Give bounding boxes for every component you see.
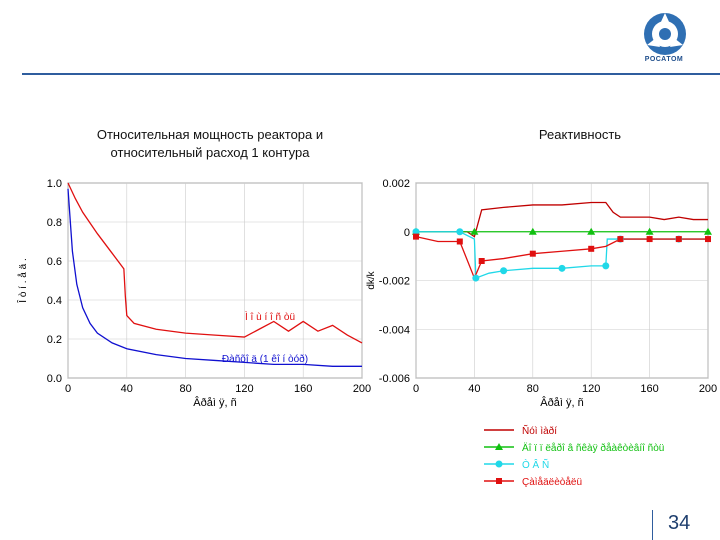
- x-tick-label: 120: [582, 383, 600, 395]
- plot-frame-0: [67, 182, 363, 379]
- x-tick-label: 160: [640, 383, 658, 395]
- series-marker: [645, 227, 654, 235]
- y-tick-label: 0.6: [47, 256, 62, 268]
- y-tick-label: 0.8: [47, 217, 62, 229]
- legend-marker: [495, 443, 503, 450]
- x-tick-label: 200: [353, 383, 371, 395]
- series-marker: [646, 236, 653, 243]
- series-marker: [675, 236, 682, 243]
- legend-label: Ò Â Ñ: [522, 458, 549, 471]
- legend-label: Äî ï ï ëåðî â ñêàÿ ðåàêòèâíî ñòü: [522, 442, 664, 454]
- series-marker: [529, 250, 536, 257]
- x-tick-label: 40: [468, 383, 480, 395]
- y-tick-label: 0.4: [47, 295, 62, 307]
- legend-marker: [496, 478, 502, 484]
- x-axis-label: Âðåì ÿ, ñ: [540, 396, 583, 409]
- x-axis-label: Âðåì ÿ, ñ: [193, 396, 236, 409]
- series-marker: [456, 228, 464, 236]
- annotation-power: Ì î ù í î ñ òü: [245, 310, 295, 323]
- series-marker: [588, 245, 595, 252]
- y-tick-label: -0.002: [379, 276, 410, 288]
- x-tick-label: 80: [179, 383, 191, 395]
- x-tick-label: 200: [699, 383, 717, 395]
- series-marker: [705, 236, 711, 243]
- x-tick-label: 160: [294, 383, 312, 395]
- right-chart-title: Реактивность: [538, 127, 622, 142]
- y-tick-label: -0.006: [379, 373, 410, 385]
- rosatom-logo: [644, 13, 686, 55]
- x-tick-label: 0: [413, 383, 419, 395]
- series-marker: [602, 262, 610, 270]
- series-marker: [470, 227, 479, 235]
- y-tick-label: 0.2: [47, 334, 62, 346]
- left-title-line2: относительный расход 1 контура: [110, 145, 310, 160]
- x-tick-label: 80: [527, 383, 539, 395]
- page-number-divider: [652, 510, 653, 540]
- legend-marker: [495, 460, 503, 468]
- y-tick-label: 0.002: [382, 178, 410, 190]
- y-tick-label: 0.0: [47, 373, 62, 385]
- legend-label: Çàìåäëèòåëü: [522, 476, 582, 488]
- x-tick-label: 120: [235, 383, 253, 395]
- y-tick-label: 0: [404, 227, 410, 239]
- page-number: 34: [668, 512, 691, 534]
- series-marker: [413, 233, 419, 240]
- left-chart-title: Относительная мощность реактора и относи…: [40, 126, 380, 162]
- logo-text: РОСАТОМ: [644, 56, 684, 63]
- y-axis-label: Î ò í . å ä .: [16, 258, 29, 303]
- legend-label: Ñóì ìàðí: [522, 424, 557, 437]
- x-tick-label: 0: [65, 383, 71, 395]
- series-marker: [587, 227, 596, 235]
- series-marker: [412, 228, 420, 236]
- series-marker: [617, 236, 624, 243]
- x-tick-label: 40: [121, 383, 133, 395]
- series-marker: [472, 274, 480, 282]
- left-title-line1: Относительная мощность реактора и: [96, 127, 324, 142]
- series-marker: [478, 258, 485, 264]
- series-marker: [558, 264, 566, 272]
- series-marker: [456, 238, 463, 245]
- series-line-red: [67, 182, 363, 344]
- y-axis-label: dk/k: [366, 270, 377, 289]
- annotation-flow: Ðàñõî ä (1 êî í òóð): [222, 353, 308, 365]
- y-tick-label: 1.0: [47, 178, 62, 190]
- y-tick-label: -0.004: [379, 324, 410, 336]
- series-marker: [528, 227, 537, 235]
- series-marker: [704, 227, 712, 235]
- header-divider: [22, 73, 720, 75]
- series-line-blue: [67, 188, 362, 367]
- series-marker: [500, 267, 508, 275]
